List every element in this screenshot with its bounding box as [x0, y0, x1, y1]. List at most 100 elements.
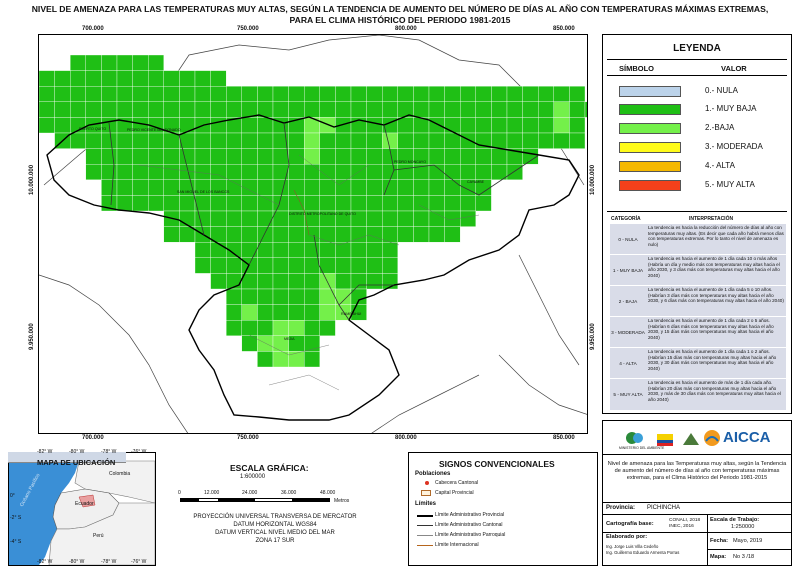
- legend-item-muy-baja: 1.- MUY BAJA: [609, 102, 787, 116]
- signs-limit: Límite Administrativo Provincial: [435, 512, 505, 518]
- raster-cell: [335, 86, 352, 102]
- raster-cell: [163, 226, 180, 243]
- raster-cell: [241, 320, 258, 336]
- raster-cell: [413, 210, 430, 227]
- raster-cell: [226, 288, 242, 305]
- x-tick-top: 750.000: [237, 26, 259, 32]
- raster-cell: [366, 226, 383, 243]
- raster-cell: [350, 148, 367, 165]
- label-peru: Perú: [93, 533, 104, 539]
- legend-value: 1.- MUY BAJA: [705, 104, 757, 113]
- legend-swatch: [619, 161, 681, 172]
- parroquia-limit: [298, 154, 370, 186]
- raster-cell: [288, 148, 305, 165]
- signs-cabecera: Cabecera Cantonal: [435, 480, 479, 486]
- raster-cell: [444, 164, 461, 180]
- raster-cell: [304, 304, 320, 321]
- main-map[interactable]: PUERTO QUITO PEDRO VICENTE MALDONADO SAN…: [38, 34, 588, 434]
- raster-cell: [366, 210, 383, 227]
- legend-panel: LEYENDA SÍMBOLO VALOR 0.- NULA 1.- MUY B…: [602, 34, 792, 414]
- raster-cell: [350, 242, 367, 258]
- signs-limit: Límite Administrativo Parroquial: [435, 532, 506, 538]
- scale-tick: 12.000: [204, 490, 220, 496]
- ocean-area: [9, 461, 79, 565]
- raster-cell: [257, 304, 274, 321]
- scale-tick: 0: [178, 490, 181, 496]
- raster-cell: [70, 86, 86, 102]
- raster-cell: [460, 210, 476, 227]
- location-map-title: MAPA DE UBICACIÓN: [37, 458, 116, 467]
- raster-cell: [522, 148, 539, 165]
- signs-limit: Límite Administrativo Cantonal: [435, 522, 503, 528]
- raster-cell: [366, 273, 383, 290]
- author-name: Ing. Guillermo Eduardo Armenta Porras: [606, 549, 680, 555]
- raster-cell: [272, 86, 289, 102]
- cartography-label: Cartografía base:: [606, 521, 654, 527]
- raster-cell: [506, 132, 523, 149]
- canton-limit: [108, 122, 115, 206]
- parroquia-limit: [248, 334, 330, 356]
- legend-divider: [607, 211, 787, 212]
- raster-cell: [444, 148, 461, 165]
- projection-line: ZONA 17 SUR: [255, 538, 295, 544]
- raster-cell: [304, 164, 320, 180]
- raster-cell: [257, 164, 274, 180]
- lat-tick: -78° W: [101, 559, 117, 565]
- raster-cell: [288, 132, 305, 149]
- raster-cell: [288, 164, 305, 180]
- raster-cell: [272, 304, 289, 321]
- x-tick-bottom: 850.000: [553, 435, 575, 441]
- aicca-logo-icon: [703, 429, 721, 447]
- raster-cell: [288, 101, 305, 118]
- cartography-source: CONALI, 2018: [669, 518, 701, 523]
- threat-raster: [39, 54, 587, 368]
- raster-cell: [460, 195, 476, 212]
- province-outline: [46, 114, 580, 421]
- raster-cell: [85, 70, 102, 87]
- raster-cell: [163, 148, 180, 165]
- interp-row-baja: 2 - BAJA La tendencia es hacia el aument…: [610, 286, 786, 316]
- raster-cell: [366, 148, 383, 165]
- raster-cell: [179, 148, 196, 165]
- scale-unit: Metros: [334, 498, 350, 504]
- raster-cell: [116, 101, 133, 118]
- raster-cell: [413, 132, 430, 149]
- raster-cell: [226, 101, 242, 118]
- scale-segment: [218, 499, 255, 501]
- interp-text: La tendencia es hacia el aumento de 1 dí…: [648, 349, 777, 371]
- raster-cell: [116, 164, 133, 180]
- parroquia-limit: [268, 374, 340, 391]
- raster-cell: [522, 132, 539, 149]
- canton-limit: [313, 234, 350, 321]
- raster-cell: [288, 226, 305, 243]
- raster-cell: [460, 148, 476, 165]
- raster-cell: [335, 257, 352, 274]
- ministry-name: MINISTERIO DEL AMBIENTE: [619, 446, 665, 450]
- scale-work-value: 1:250000: [731, 524, 755, 530]
- raster-cell: [163, 164, 180, 180]
- projection-line: DATUM HORIZONTAL WGS84: [233, 522, 317, 528]
- raster-cell: [428, 179, 445, 196]
- location-map-panel: MAPA DE UBICACIÓN -82° W -80° W -78° W -…: [8, 449, 156, 566]
- raster-cell: [366, 257, 383, 274]
- scale-tick: 36.000: [281, 490, 297, 496]
- raster-cell: [335, 117, 352, 134]
- raster-cell: [226, 86, 242, 102]
- raster-cell: [241, 195, 258, 212]
- raster-cell: [210, 148, 227, 165]
- interp-category: 4 - ALTA: [619, 360, 637, 366]
- raster-cell: [132, 164, 149, 180]
- legend-swatch: [619, 180, 681, 191]
- raster-cell: [210, 195, 227, 212]
- map-label: MEJIA: [284, 337, 295, 341]
- raster-cell: [116, 86, 133, 102]
- raster-cell: [304, 148, 320, 165]
- interp-text: La tendencia es hacia el aumento de 1 dí…: [648, 256, 780, 278]
- y-tick-right: 10.000.000: [590, 164, 596, 195]
- legend-value: 3.- MODERADA: [705, 142, 763, 151]
- raster-cell: [132, 101, 149, 118]
- map-label: DISTRITO METROPOLITANO DE QUITO: [289, 212, 356, 216]
- raster-cell: [413, 179, 430, 196]
- raster-cell: [70, 101, 86, 118]
- raster-cell: [148, 132, 164, 149]
